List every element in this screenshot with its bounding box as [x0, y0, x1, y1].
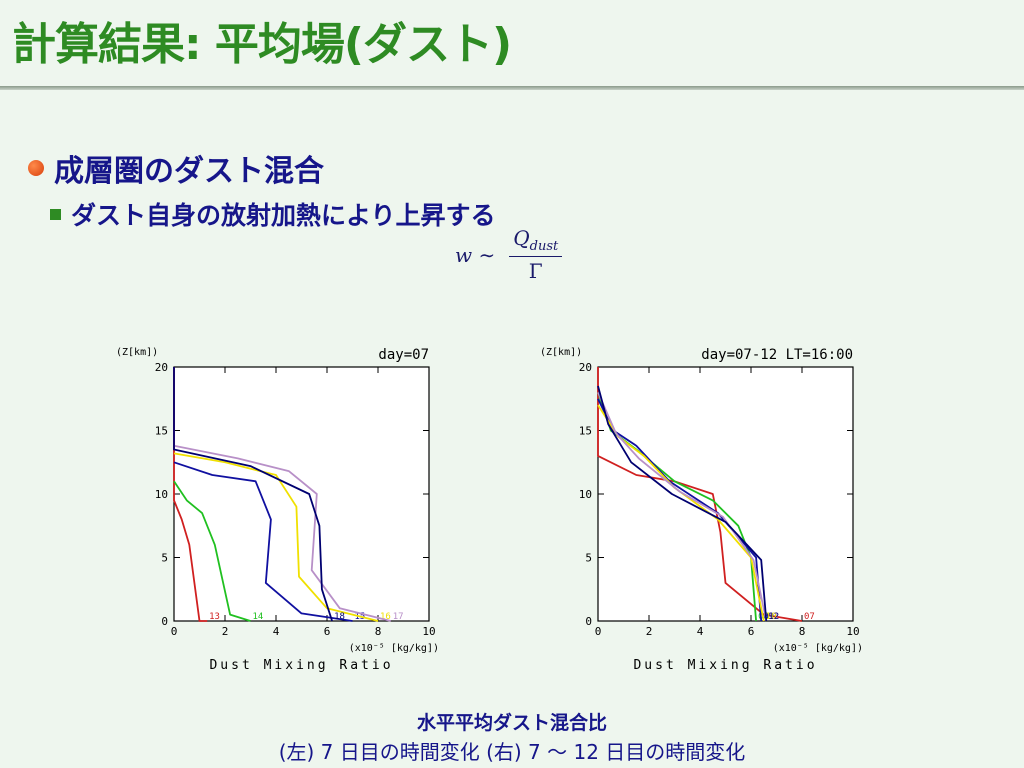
chart-title: day=07 [378, 347, 429, 363]
plot-frame [173, 366, 430, 622]
x-tick-label: 0 [171, 625, 178, 638]
y-tick-label: 15 [579, 425, 592, 438]
series-line-13 [173, 367, 208, 622]
x-unit-label: (x10⁻⁵ [kg/kg]) [773, 643, 863, 654]
equation: w ∼ Qdust Γ [455, 226, 563, 283]
equation-fraction: Qdust Γ [509, 226, 563, 283]
x-tick-label: 10 [422, 625, 435, 638]
equation-lhs: w ∼ [455, 242, 496, 267]
caption-line-2: (左) 7 日目の時間変化 (右) 7 〜 12 日目の時間変化 [278, 740, 746, 764]
bullet-dot-icon [28, 160, 44, 176]
x-axis-label: Dust Mixing Ratio [209, 658, 393, 673]
series-label-11: 11 [768, 612, 779, 622]
x-tick-label: 8 [799, 625, 806, 638]
equation-numerator: Qdust [509, 226, 563, 257]
y-tick-label: 10 [579, 488, 592, 501]
x-tick-label: 2 [222, 625, 229, 638]
y-tick-label: 10 [155, 488, 168, 501]
x-tick-label: 6 [324, 625, 331, 638]
series-label-07: 07 [804, 612, 815, 622]
series-line-16 [173, 452, 379, 622]
series-label-14: 14 [253, 612, 264, 622]
series-line-14 [173, 480, 251, 622]
y-tick-label: 5 [161, 552, 168, 565]
x-tick-label: 6 [748, 625, 755, 638]
series-label-09: 09 [763, 612, 774, 622]
chart-title: day=07-12 LT=16:00 [701, 347, 853, 363]
x-tick-label: 4 [273, 625, 280, 638]
series-line-15 [173, 461, 353, 622]
series-label-16: 16 [380, 612, 391, 622]
caption-line-1: 水平平均ダスト混合比 [416, 712, 607, 734]
chart-left: 0 5 10 15 20 0 2 4 6 8 10 (Z[km]) day=07 (x10⁻⁵ [kg/k… [116, 347, 439, 673]
slide-title: 計算結果: 平均場(ダスト) [12, 19, 512, 70]
chart-left-panel: 0 5 10 15 20 0 2 4 6 8 10 (Z[km]) day=07 (x10⁻⁵ [kg/k… [112, 335, 512, 685]
y-axis-label: (Z[km]) [116, 347, 158, 358]
series-label-18: 18 [334, 612, 345, 622]
bullet-2-text: ダスト自身の放射加熱により上昇する [71, 201, 496, 230]
series-label-17: 17 [393, 612, 404, 622]
x-axis-label: Dust Mixing Ratio [633, 658, 817, 673]
chart-right-panel: 0 5 10 15 20 0 2 4 6 8 10 (Z[km]) day=07-12 LT=16:00… [536, 335, 936, 685]
bullet-1-text: 成層圏のダスト混合 [54, 154, 324, 189]
series-line-18 [173, 367, 333, 622]
x-tick-label: 8 [375, 625, 382, 638]
title-divider [0, 86, 1024, 90]
y-tick-label: 20 [155, 361, 168, 374]
bullet-level-2: ダスト自身の放射加熱により上昇する [50, 196, 496, 232]
series-line-07 [597, 367, 803, 622]
x-unit-label: (x10⁻⁵ [kg/kg]) [349, 643, 439, 654]
x-tick-label: 4 [697, 625, 704, 638]
chart-right: 0 5 10 15 20 0 2 4 6 8 10 (Z[km]) day=07-12 LT=16:00… [540, 347, 863, 673]
y-tick-label: 0 [585, 615, 592, 628]
y-tick-label: 0 [161, 615, 168, 628]
equation-numerator-sub: dust [529, 239, 559, 254]
y-tick-label: 5 [585, 552, 592, 565]
equation-numerator-main: Q [513, 226, 530, 250]
bullet-level-1: 成層圏のダスト混合 [28, 146, 324, 190]
equation-denominator: Γ [528, 259, 543, 283]
y-tick-label: 20 [579, 361, 592, 374]
series-label-13: 13 [209, 612, 220, 622]
x-tick-label: 2 [646, 625, 653, 638]
series-line-17 [173, 444, 392, 622]
y-tick-label: 15 [155, 425, 168, 438]
series-label-10: 10 [766, 612, 777, 622]
x-tick-label: 0 [595, 625, 602, 638]
series-line-11 [597, 392, 768, 622]
bullet-square-icon [50, 208, 61, 220]
y-axis-label: (Z[km]) [540, 347, 582, 358]
x-tick-label: 10 [846, 625, 859, 638]
series-label-12: 12 [768, 612, 779, 622]
series-line-12 [597, 385, 768, 622]
